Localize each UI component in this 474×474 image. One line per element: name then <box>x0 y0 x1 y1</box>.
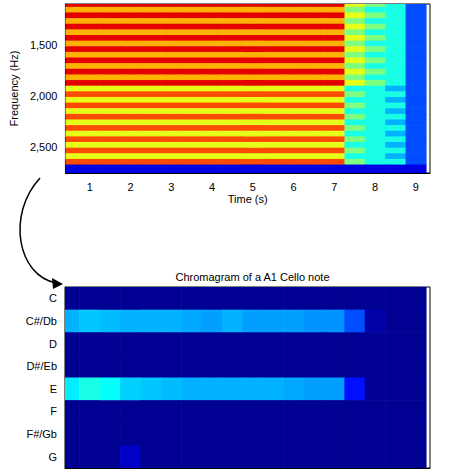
svg-text:4: 4 <box>209 181 215 193</box>
svg-text:3: 3 <box>168 181 174 193</box>
svg-text:D: D <box>49 338 57 350</box>
svg-text:2,000: 2,000 <box>30 90 58 102</box>
svg-text:Chromagram of a A1 Cello note: Chromagram of a A1 Cello note <box>175 271 329 283</box>
svg-text:1: 1 <box>87 181 93 193</box>
svg-text:F#/Gb: F#/Gb <box>26 428 57 440</box>
svg-text:Frequency (Hz): Frequency (Hz) <box>8 51 20 127</box>
svg-text:9: 9 <box>413 181 419 193</box>
svg-text:1,500: 1,500 <box>30 39 58 51</box>
svg-text:5: 5 <box>250 181 256 193</box>
svg-text:D#/Eb: D#/Eb <box>26 360 57 372</box>
svg-text:8: 8 <box>372 181 378 193</box>
svg-text:7: 7 <box>331 181 337 193</box>
svg-text:E: E <box>50 383 57 395</box>
svg-text:F: F <box>50 405 57 417</box>
svg-text:2,500: 2,500 <box>30 141 58 153</box>
svg-text:C#/Db: C#/Db <box>26 315 57 327</box>
svg-text:2: 2 <box>128 181 134 193</box>
svg-text:Time (s): Time (s) <box>228 193 268 205</box>
svg-text:G: G <box>48 451 57 463</box>
svg-text:C: C <box>49 292 57 304</box>
svg-text:6: 6 <box>290 181 296 193</box>
